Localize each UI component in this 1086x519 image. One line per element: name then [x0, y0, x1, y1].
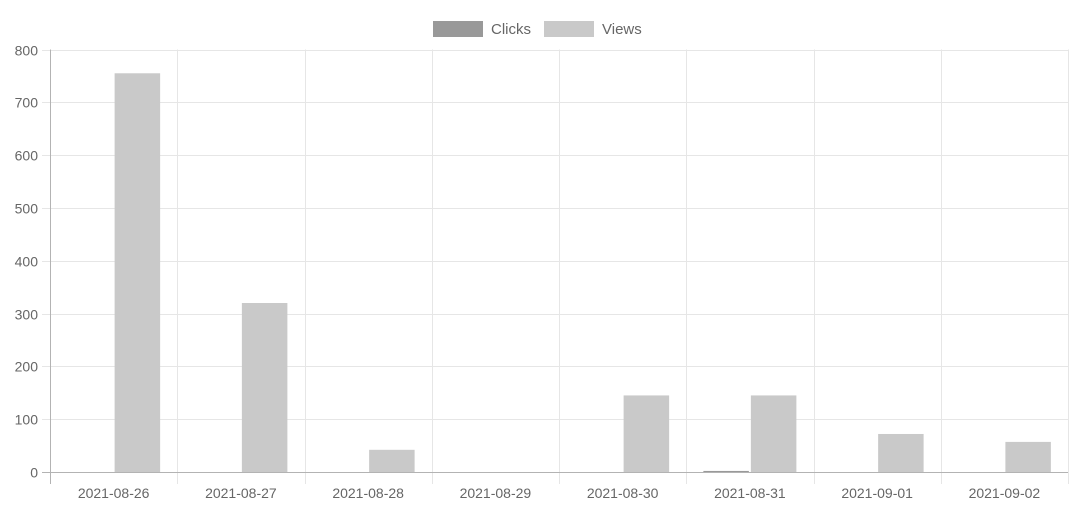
x-tick-label: 2021-08-31 [714, 485, 786, 501]
axes: 0 100 200 300 400 500 600 700 800 2021-08-26 2021-… [15, 43, 1068, 501]
legend-swatch-clicks[interactable] [433, 21, 483, 37]
legend-swatch-views[interactable] [544, 21, 594, 37]
y-tick-label: 100 [15, 412, 39, 428]
y-tick-label: 700 [15, 95, 39, 111]
y-tick-label: 0 [30, 465, 38, 481]
y-tick-label: 600 [15, 148, 39, 164]
y-tick-label: 800 [15, 43, 39, 59]
bar-views-2021-08-26[interactable] [114, 73, 161, 472]
x-tick-label: 2021-08-27 [205, 485, 277, 501]
x-tick-label: 2021-08-28 [332, 485, 404, 501]
bar-views-2021-08-30[interactable] [623, 395, 670, 472]
y-tick-label: 400 [15, 254, 39, 270]
bar-clicks-2021-08-31[interactable] [703, 470, 749, 472]
bar-views-2021-09-01[interactable] [878, 433, 924, 472]
legend-label-views[interactable]: Views [602, 21, 642, 38]
x-tick-label: 2021-08-26 [78, 485, 150, 501]
legend[interactable]: Clicks Views [433, 21, 642, 38]
y-tick-label: 300 [15, 307, 39, 323]
bar-views-2021-08-27[interactable] [241, 303, 288, 472]
grid [42, 49, 1069, 484]
bar-views-2021-08-28[interactable] [369, 449, 415, 472]
legend-label-clicks[interactable]: Clicks [491, 21, 531, 38]
x-tick-label: 2021-09-02 [969, 485, 1041, 501]
y-tick-label: 200 [15, 359, 39, 375]
x-tick-label: 2021-08-29 [460, 485, 532, 501]
bar-views-2021-08-31[interactable] [750, 395, 797, 472]
bars [114, 73, 1051, 472]
x-tick-label: 2021-09-01 [841, 485, 913, 501]
bar-views-2021-09-02[interactable] [1005, 441, 1051, 472]
y-tick-label: 500 [15, 201, 39, 217]
x-tick-label: 2021-08-30 [587, 485, 659, 501]
